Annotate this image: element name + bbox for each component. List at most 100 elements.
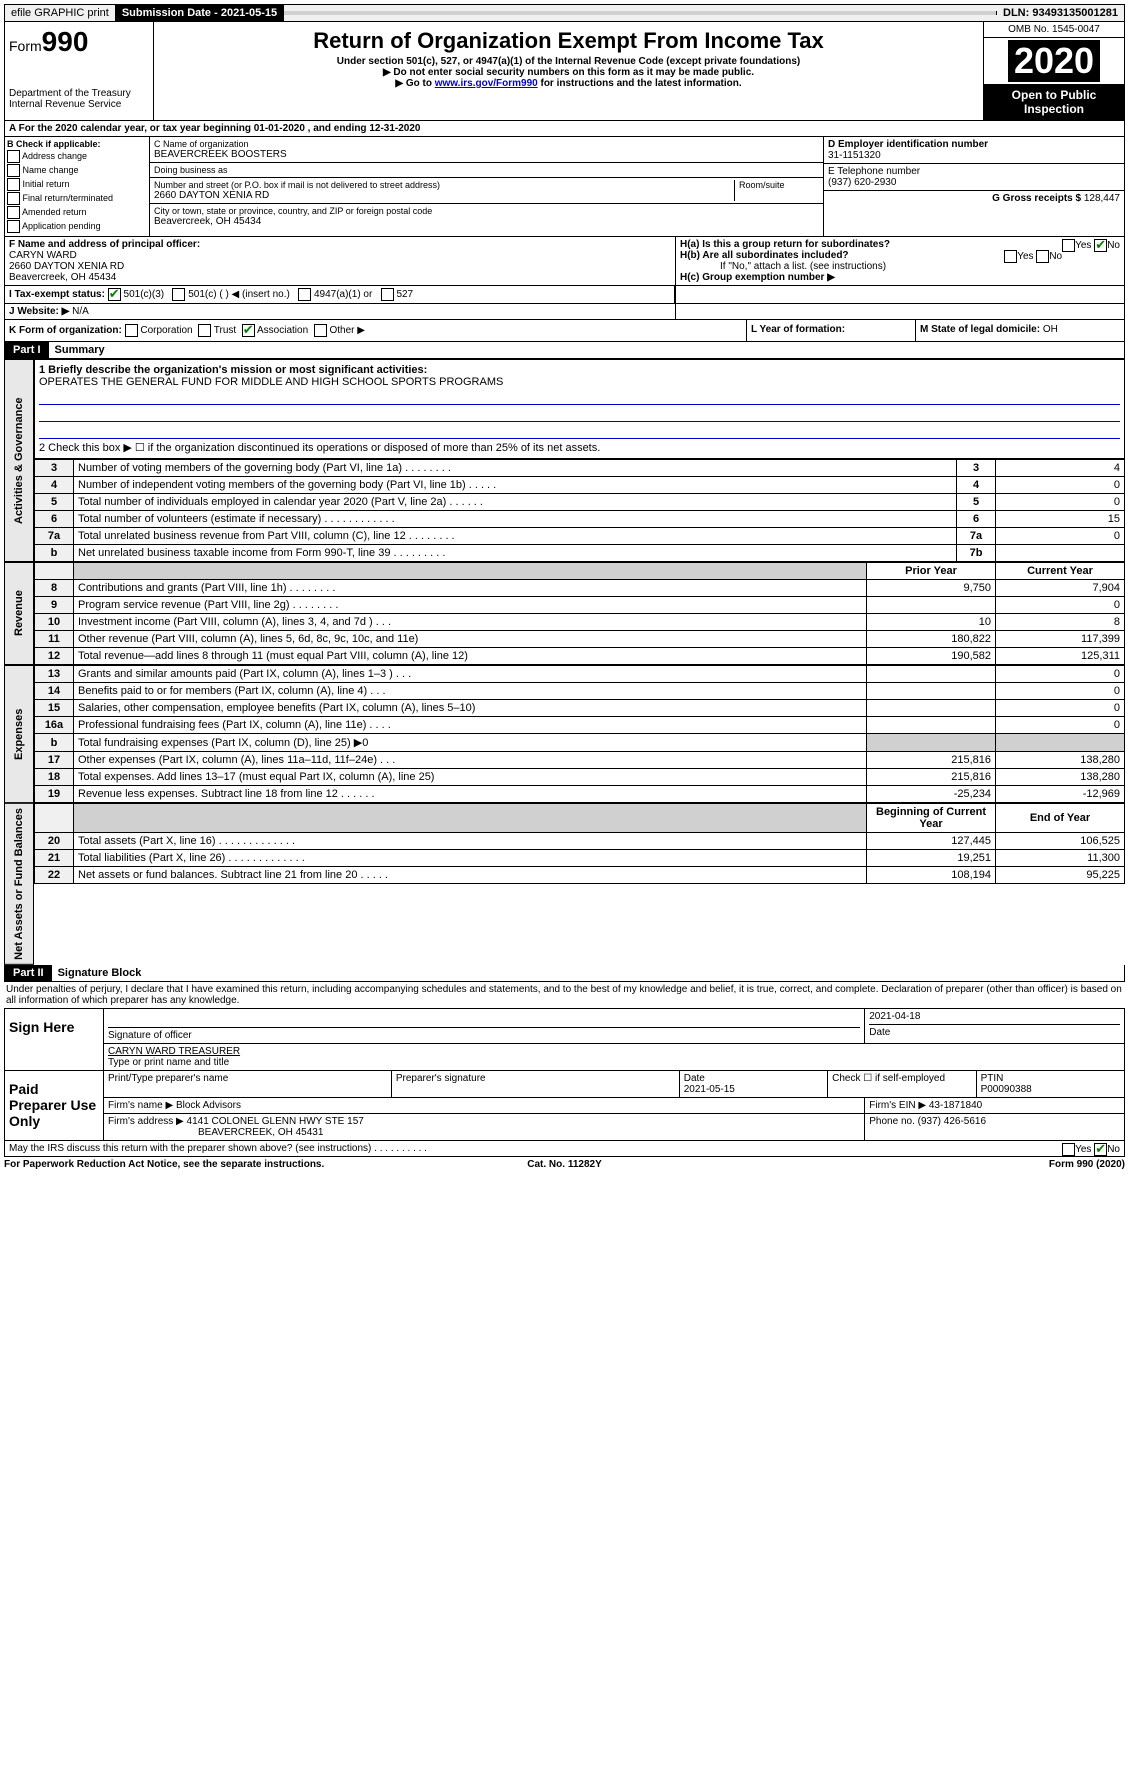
room-suite-label: Room/suite xyxy=(734,180,819,201)
part1-title: Summary xyxy=(49,344,105,356)
table-row: 19Revenue less expenses. Subtract line 1… xyxy=(35,786,1125,803)
form-title: Return of Organization Exempt From Incom… xyxy=(158,28,979,54)
hc-label: H(c) Group exemption number ▶ xyxy=(680,272,835,283)
table-row: 5Total number of individuals employed in… xyxy=(35,494,1125,511)
tax-status-label: I Tax-exempt status: xyxy=(9,289,105,300)
street-address: 2660 DAYTON XENIA RD xyxy=(154,190,734,201)
top-bar: efile GRAPHIC print Submission Date - 20… xyxy=(4,4,1125,22)
table-row: 9Program service revenue (Part VIII, lin… xyxy=(35,597,1125,614)
prep-name-label: Print/Type preparer's name xyxy=(104,1071,392,1097)
501c3-checkbox[interactable] xyxy=(108,288,121,301)
form990-link[interactable]: www.irs.gov/Form990 xyxy=(435,78,538,89)
part2-badge: Part II xyxy=(5,965,52,981)
website-value: N/A xyxy=(72,306,89,317)
top-spacer xyxy=(284,11,997,15)
box-c: C Name of organization BEAVERCREEK BOOST… xyxy=(150,137,823,236)
firm-ein-label: Firm's EIN ▶ xyxy=(869,1100,926,1111)
revenue-table: Prior YearCurrent Year8Contributions and… xyxy=(34,562,1125,665)
association-checkbox[interactable] xyxy=(242,324,255,337)
table-row: 17Other expenses (Part IX, column (A), l… xyxy=(35,752,1125,769)
table-row: 7aTotal unrelated business revenue from … xyxy=(35,528,1125,545)
open-public-label: Open to Public Inspection xyxy=(984,84,1124,120)
name-change-checkbox[interactable]: Name change xyxy=(7,164,147,177)
discuss-row: May the IRS discuss this return with the… xyxy=(4,1141,1125,1157)
part2-title: Signature Block xyxy=(52,967,142,979)
section-governance: Activities & Governance 1 Briefly descri… xyxy=(4,359,1125,562)
row-fh: F Name and address of principal officer:… xyxy=(4,237,1125,286)
form-header: Form990 Department of the Treasury Inter… xyxy=(4,22,1125,121)
amended-return-checkbox[interactable]: Amended return xyxy=(7,206,147,219)
app-pending-checkbox[interactable]: Application pending xyxy=(7,220,147,233)
omb-label: OMB No. 1545-0047 xyxy=(984,22,1124,38)
firm-phone-label: Phone no. xyxy=(869,1116,915,1127)
table-row: 11Other revenue (Part VIII, column (A), … xyxy=(35,631,1125,648)
officer-addr2: Beavercreek, OH 45434 xyxy=(9,272,116,283)
website-label: J Website: ▶ xyxy=(9,306,69,317)
governance-table: 3Number of voting members of the governi… xyxy=(34,459,1125,562)
dba-label: Doing business as xyxy=(154,165,228,175)
box-b: B Check if applicable: Address change Na… xyxy=(5,137,150,236)
info-block: B Check if applicable: Address change Na… xyxy=(4,137,1125,237)
section-a: A For the 2020 calendar year, or tax yea… xyxy=(4,121,1125,137)
mission-text: OPERATES THE GENERAL FUND FOR MIDDLE AND… xyxy=(39,376,503,388)
table-row: 16aProfessional fundraising fees (Part I… xyxy=(35,717,1125,734)
table-row: 18Total expenses. Add lines 13–17 (must … xyxy=(35,769,1125,786)
addr-change-checkbox[interactable]: Address change xyxy=(7,150,147,163)
final-return-checkbox[interactable]: Final return/terminated xyxy=(7,192,147,205)
netassets-table: Beginning of Current YearEnd of Year20To… xyxy=(34,803,1125,884)
sig-officer-label: Signature of officer xyxy=(108,1030,192,1041)
table-row: 6Total number of volunteers (estimate if… xyxy=(35,511,1125,528)
box-deg: D Employer identification number 31-1151… xyxy=(823,137,1124,236)
discuss-text: May the IRS discuss this return with the… xyxy=(9,1143,427,1154)
gross-receipts-value: 128,447 xyxy=(1084,193,1120,204)
table-row: 12Total revenue—add lines 8 through 11 (… xyxy=(35,648,1125,665)
firm-name-label: Firm's name ▶ xyxy=(108,1100,173,1111)
initial-return-checkbox[interactable]: Initial return xyxy=(7,178,147,191)
form-org-label: K Form of organization: xyxy=(9,325,122,336)
firm-addr-label: Firm's address ▶ xyxy=(108,1116,184,1127)
table-row: 14Benefits paid to or for members (Part … xyxy=(35,683,1125,700)
firm-addr1: 4141 COLONEL GLENN HWY STE 157 xyxy=(187,1116,364,1127)
firm-addr2: BEAVERCREEK, OH 45431 xyxy=(108,1127,323,1138)
org-name-label: C Name of organization xyxy=(154,139,819,149)
subtitle-3: ▶ Go to www.irs.gov/Form990 for instruct… xyxy=(158,78,979,89)
dln-label: DLN: 93493135001281 xyxy=(997,5,1124,21)
header-mid: Return of Organization Exempt From Incom… xyxy=(154,22,983,120)
date-label: Date xyxy=(869,1027,890,1038)
table-row: 21Total liabilities (Part X, line 26) . … xyxy=(35,850,1125,867)
paid-preparer-label: Paid Preparer Use Only xyxy=(5,1071,104,1140)
section-netassets: Net Assets or Fund Balances Beginning of… xyxy=(4,803,1125,965)
table-row: bTotal fundraising expenses (Part IX, co… xyxy=(35,734,1125,752)
year-formation-label: L Year of formation: xyxy=(751,324,845,335)
sig-date: 2021-04-18 xyxy=(869,1011,920,1022)
firm-phone: (937) 426-5616 xyxy=(918,1116,986,1127)
discuss-no-checkbox[interactable] xyxy=(1094,1143,1107,1156)
officer-addr1: 2660 DAYTON XENIA RD xyxy=(9,261,124,272)
submission-date-button[interactable]: Submission Date - 2021-05-15 xyxy=(116,5,284,21)
ptin-value: P00090388 xyxy=(981,1084,1032,1095)
paid-preparer-block: Paid Preparer Use Only Print/Type prepar… xyxy=(4,1071,1125,1141)
officer-printed-name: CARYN WARD TREASURER xyxy=(108,1046,240,1057)
prep-date-label: Date xyxy=(684,1073,705,1084)
governance-vert-label: Activities & Governance xyxy=(4,359,34,562)
ein-value: 31-1151320 xyxy=(828,150,881,161)
sign-here-block: Sign Here Signature of officer 2021-04-1… xyxy=(4,1008,1125,1071)
ptin-label: PTIN xyxy=(981,1073,1004,1084)
efile-label[interactable]: efile GRAPHIC print xyxy=(5,5,116,21)
netassets-vert-label: Net Assets or Fund Balances xyxy=(4,803,34,965)
footer-right: Form 990 (2020) xyxy=(751,1159,1125,1170)
footer-mid: Cat. No. 11282Y xyxy=(378,1159,752,1170)
row-j: J Website: ▶ N/A xyxy=(4,304,1125,320)
officer-name: CARYN WARD xyxy=(9,250,77,261)
header-left: Form990 Department of the Treasury Inter… xyxy=(5,22,154,120)
firm-ein: 43-1871840 xyxy=(929,1100,982,1111)
box-b-title: B Check if applicable: xyxy=(7,139,101,149)
expenses-vert-label: Expenses xyxy=(4,665,34,803)
officer-label: F Name and address of principal officer: xyxy=(9,239,200,250)
self-employed-check[interactable]: Check ☐ if self-employed xyxy=(828,1071,976,1097)
phone-value: (937) 620-2930 xyxy=(828,177,896,188)
table-row: 3Number of voting members of the governi… xyxy=(35,460,1125,477)
phone-label: E Telephone number xyxy=(828,166,920,177)
table-row: 13Grants and similar amounts paid (Part … xyxy=(35,666,1125,683)
ein-label: D Employer identification number xyxy=(828,139,988,150)
